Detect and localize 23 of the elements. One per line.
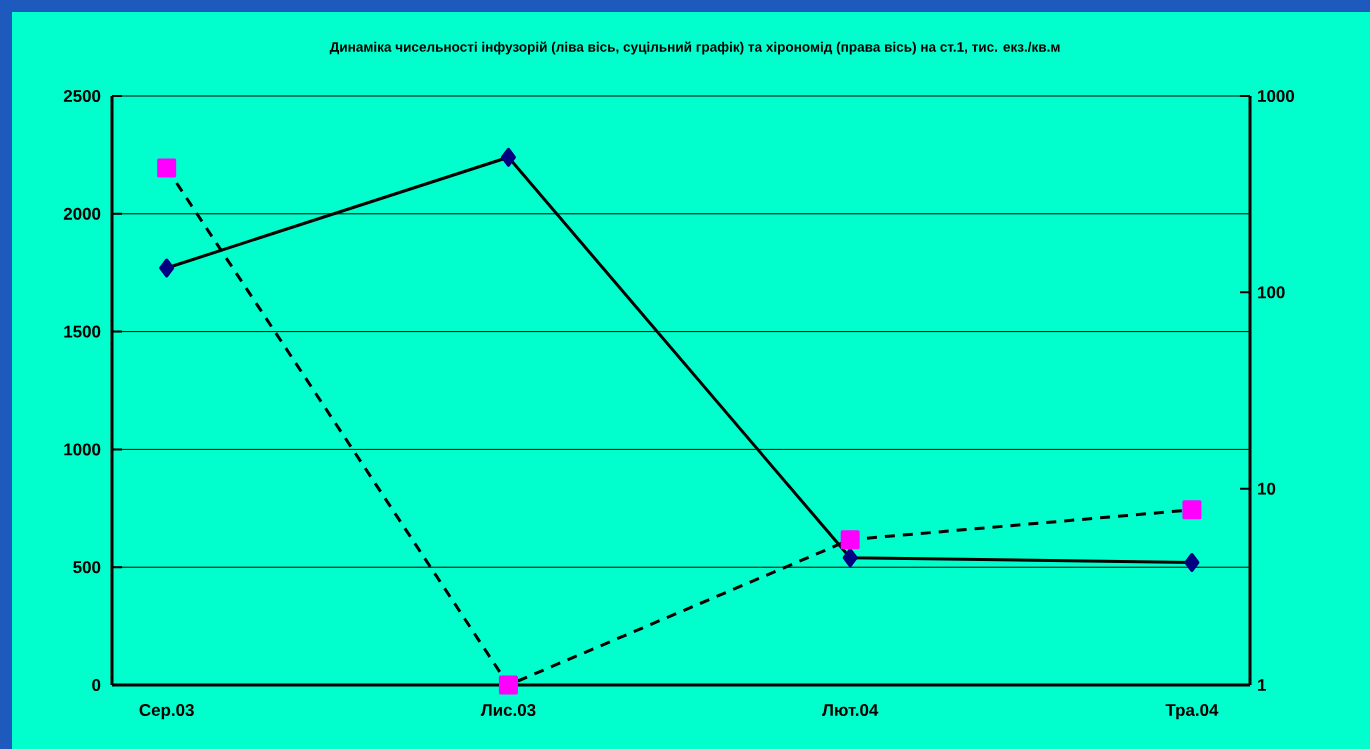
y-tick-label: 1500 [64,325,101,338]
point [500,147,516,167]
point [1184,552,1200,572]
chart-title: Динаміка чисельності інфузорій (ліва вісь, суцільний графік) та хірономід (права вісь) на ст.1, тис. екз./кв.м [329,41,1060,55]
point [840,530,860,550]
y2-tick-label: 100 [1258,286,1285,299]
y-tick-label: 2500 [63,90,101,102]
point [157,158,177,178]
x-tick-label: Сер.03 [139,704,194,720]
x-tick-label: Лют.04 [822,704,879,717]
y2-tick-label: 1 [1258,679,1266,691]
y-tick-label: 2000 [63,207,101,220]
y2-tick-label: 1000 [1258,90,1295,102]
y-tick-label: 0 [92,679,101,691]
y2-tick-label: 10 [1258,482,1276,495]
x-tick-label: Лис.03 [480,704,536,717]
point [159,258,175,278]
point [1182,500,1202,520]
x-tick-label: Тра.04 [1165,704,1219,720]
point [498,675,518,695]
y-tick-label: 1000 [64,443,101,456]
y-tick-label: 500 [73,561,101,574]
point [842,548,858,568]
